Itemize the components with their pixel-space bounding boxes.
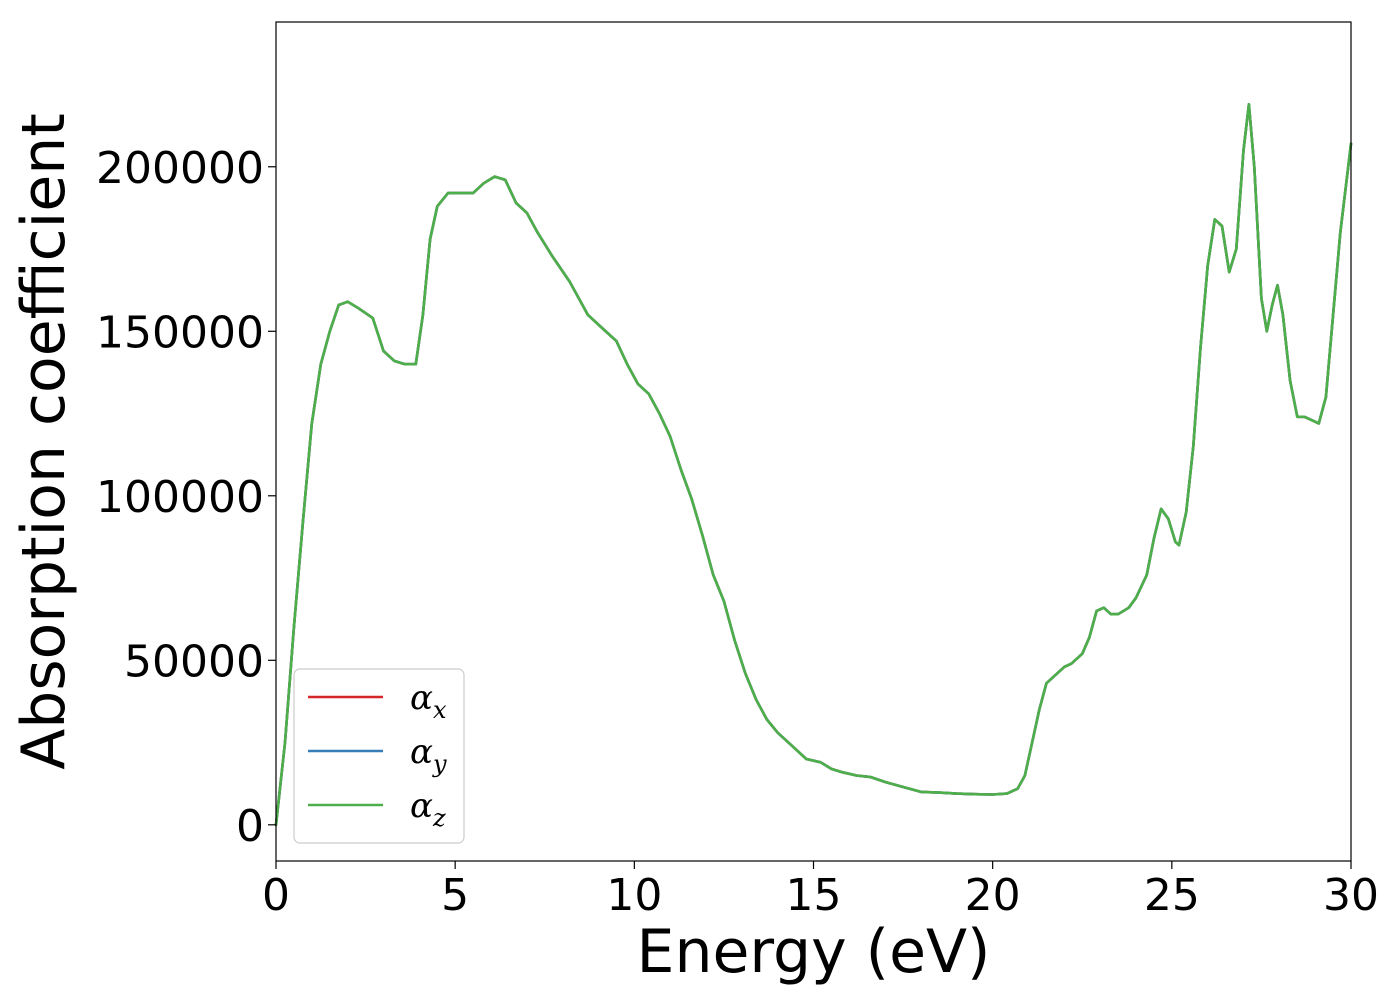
legend-label-y: αy	[410, 732, 447, 778]
legend: αx αy αz	[293, 668, 465, 844]
y-tick-label: 50000	[124, 636, 264, 687]
x-tick-label: 20	[965, 870, 1021, 921]
series-layer	[274, 103, 1353, 827]
x-tick-label: 0	[262, 870, 290, 921]
x-tick-label: 15	[786, 870, 842, 921]
x-tick-label: 5	[441, 870, 469, 921]
y-tick-label: 150000	[96, 307, 264, 358]
y-axis-title: Absorption coefficient	[9, 113, 79, 770]
y-tick-label: 100000	[96, 472, 264, 523]
legend-box	[293, 668, 465, 844]
legend-label-x: αx	[410, 678, 447, 724]
x-tick-label: 25	[1144, 870, 1200, 921]
series-line-z	[274, 103, 1353, 827]
legend-label-z: αz	[410, 786, 446, 832]
x-tick-label: 30	[1323, 870, 1379, 921]
y-tick-label: 200000	[96, 143, 264, 194]
x-axis-title: Energy (eV)	[637, 917, 991, 987]
y-tick-label: 0	[236, 801, 264, 852]
x-axis: 0 5 10 15 20 25 30	[262, 861, 1379, 921]
x-tick-label: 10	[606, 870, 662, 921]
y-axis: 0 50000 100000 150000 200000	[96, 143, 276, 852]
